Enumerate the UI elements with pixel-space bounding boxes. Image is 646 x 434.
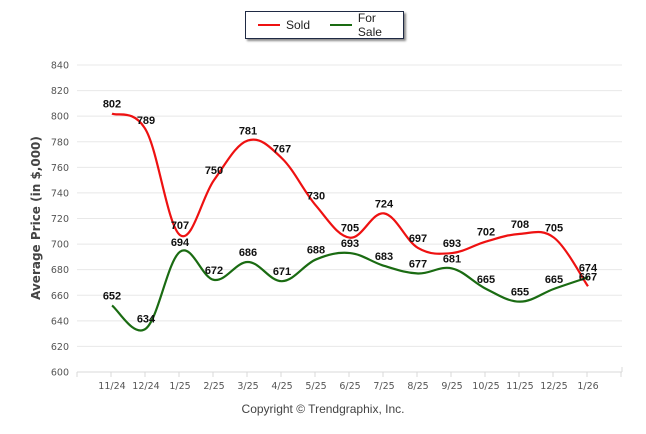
- x-tick-label: 12/25: [540, 381, 567, 392]
- x-tick-label: 11/24: [98, 381, 125, 392]
- y-tick-label: 720: [51, 214, 69, 225]
- y-axis-ticks: 600 620 640 660 680 700 720 740 760 780 800 820 840: [51, 61, 69, 379]
- legend-label-for-sale: For Sale: [357, 11, 382, 39]
- data-label-for-sale: 665: [477, 274, 495, 286]
- data-label-for-sale: 683: [375, 251, 393, 263]
- data-label-for-sale: 652: [103, 290, 121, 302]
- series-line-sold: [111, 112, 589, 287]
- data-label-for-sale: 694: [171, 237, 190, 249]
- x-tick-label: 10/25: [472, 381, 499, 392]
- series-line-for-sale: [111, 249, 589, 332]
- data-label-for-sale: 686: [239, 247, 257, 259]
- legend-label-sold: Sold: [286, 18, 311, 32]
- x-tick-label: 1/25: [169, 381, 190, 392]
- data-label-for-sale: 674: [579, 262, 598, 274]
- data-label-for-sale: 677: [409, 259, 427, 271]
- y-tick-label: 800: [51, 112, 69, 123]
- x-tick-label: 11/25: [506, 381, 533, 392]
- x-axis-ticks: 11/24 12/24 1/25 2/25 3/25 4/25 5/25 6/25 7/25 8/…: [76, 367, 623, 392]
- data-labels: 802 789 707 750 781 767 730 705 724 697 693 702 708 7…: [103, 99, 598, 326]
- data-label-sold: 708: [511, 219, 529, 231]
- data-label-sold: 781: [239, 125, 257, 137]
- legend-item-sold[interactable]: Sold: [258, 18, 310, 32]
- data-label-sold: 724: [375, 198, 394, 210]
- data-label-sold: 767: [273, 143, 291, 155]
- x-tick-label: 4/25: [271, 381, 292, 392]
- data-label-sold: 697: [409, 233, 427, 245]
- data-label-for-sale: 634: [137, 314, 156, 326]
- y-tick-label: 760: [51, 163, 69, 174]
- data-label-sold: 693: [443, 238, 461, 250]
- y-tick-label: 700: [51, 240, 69, 251]
- x-tick-label: 3/25: [237, 381, 258, 392]
- y-axis-label: Average Price (in $,000): [29, 136, 43, 300]
- data-label-for-sale: 693: [341, 238, 359, 250]
- data-label-sold: 802: [103, 99, 121, 111]
- legend-item-for-sale[interactable]: For Sale: [330, 11, 403, 39]
- y-tick-label: 620: [51, 342, 69, 353]
- data-label-sold: 750: [205, 165, 223, 177]
- data-label-sold: 705: [545, 223, 563, 235]
- x-tick-label: 7/25: [373, 381, 394, 392]
- data-label-sold: 730: [307, 191, 325, 203]
- data-label-for-sale: 681: [443, 253, 461, 265]
- data-label-sold: 705: [341, 223, 359, 235]
- x-tick-label: 9/25: [441, 381, 462, 392]
- data-label-sold: 667: [579, 271, 597, 283]
- data-label-for-sale: 671: [273, 266, 291, 278]
- y-tick-label: 840: [51, 61, 69, 72]
- y-tick-label: 660: [51, 291, 69, 302]
- y-tick-label: 640: [51, 316, 69, 327]
- data-label-sold: 702: [477, 227, 495, 239]
- legend-swatch-for-sale: [330, 24, 352, 26]
- data-label-for-sale: 672: [205, 265, 223, 277]
- x-tick-label: 2/25: [203, 381, 224, 392]
- data-label-sold: 707: [171, 220, 189, 232]
- x-tick-label: 12/24: [132, 381, 159, 392]
- data-label-for-sale: 665: [545, 274, 563, 286]
- legend-swatch-sold: [258, 24, 280, 26]
- data-label-for-sale: 688: [307, 244, 325, 256]
- x-tick-label: 1/26: [577, 381, 598, 392]
- copyright-text: Copyright © Trendgraphix, Inc.: [241, 402, 405, 416]
- y-tick-label: 600: [51, 368, 69, 379]
- y-tick-label: 680: [51, 265, 69, 276]
- data-label-sold: 789: [137, 115, 155, 127]
- x-tick-label: 8/25: [407, 381, 428, 392]
- legend: Sold For Sale: [245, 11, 404, 39]
- x-tick-label: 6/25: [339, 381, 360, 392]
- series-lines: [111, 112, 589, 332]
- data-label-for-sale: 655: [511, 287, 529, 299]
- y-tick-label: 820: [51, 86, 69, 97]
- grid-lines: [77, 64, 622, 373]
- x-tick-label: 5/25: [305, 381, 326, 392]
- y-tick-label: 780: [51, 137, 69, 148]
- y-tick-label: 740: [51, 188, 69, 199]
